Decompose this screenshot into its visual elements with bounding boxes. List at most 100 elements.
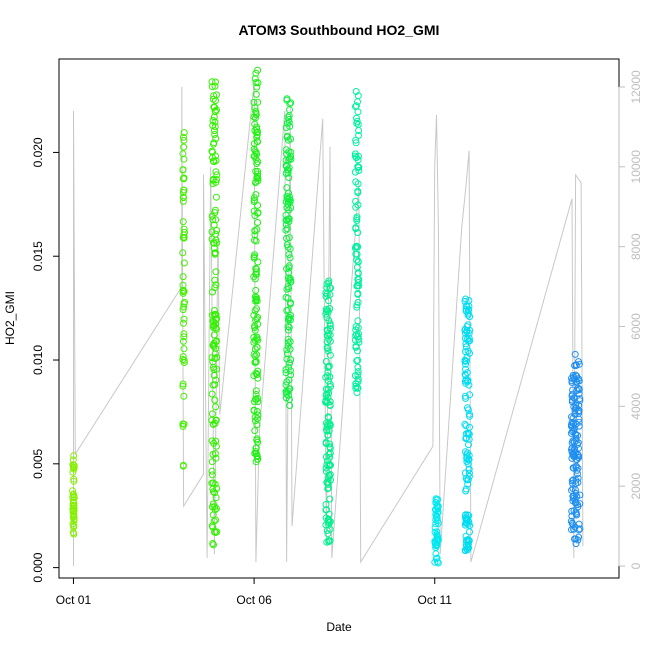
- data-point: [574, 501, 581, 509]
- data-point: [180, 155, 188, 163]
- data-point: [253, 421, 261, 429]
- data-point: [250, 407, 258, 415]
- data-point: [212, 437, 220, 445]
- data-point: [353, 114, 360, 122]
- data-point: [254, 98, 262, 106]
- data-point: [211, 276, 219, 284]
- data-point: [212, 320, 219, 327]
- data-point: [355, 167, 363, 174]
- data-point: [213, 315, 221, 322]
- data-point: [285, 385, 293, 393]
- data-point: [571, 453, 579, 460]
- data-point: [326, 537, 334, 545]
- data-point: [250, 350, 258, 358]
- data-point: [179, 133, 187, 141]
- data-point: [353, 213, 361, 221]
- data-point: [324, 530, 332, 538]
- data-point: [286, 254, 294, 262]
- data-point: [466, 410, 473, 418]
- data-point: [352, 323, 360, 331]
- data-point: [180, 319, 187, 327]
- data-point: [253, 305, 260, 313]
- data-point: [179, 382, 187, 390]
- data-point: [574, 453, 582, 461]
- data-point: [462, 348, 469, 356]
- data-point: [209, 341, 217, 349]
- data-point: [285, 251, 293, 258]
- data-point: [210, 139, 218, 147]
- data-point: [251, 127, 259, 134]
- data-point: [211, 82, 219, 90]
- data-point: [180, 330, 188, 338]
- data-point: [179, 193, 187, 201]
- data-point: [252, 444, 260, 452]
- data-point: [283, 346, 291, 354]
- data-point: [461, 371, 469, 378]
- data-point: [250, 207, 258, 215]
- x-tick-label: Oct 06: [236, 593, 272, 607]
- data-point: [286, 367, 294, 375]
- data-point: [70, 477, 78, 485]
- data-point: [213, 171, 221, 179]
- data-point: [465, 466, 473, 473]
- data-point: [569, 424, 577, 431]
- data-point: [575, 407, 583, 414]
- data-point: [465, 329, 473, 337]
- data-point: [209, 288, 216, 296]
- data-point: [254, 367, 262, 375]
- data-point: [253, 297, 261, 305]
- data-point: [208, 390, 216, 398]
- data-point: [322, 438, 330, 446]
- data-point: [69, 490, 77, 498]
- data-point: [462, 360, 469, 368]
- data-point: [574, 432, 582, 439]
- data-point: [212, 281, 220, 289]
- data-point: [283, 234, 290, 242]
- data-point: [209, 323, 217, 331]
- data-point: [179, 273, 187, 281]
- data-point: [324, 345, 332, 352]
- data-point: [253, 351, 261, 359]
- data-point: [253, 333, 261, 341]
- data-point: [574, 474, 582, 482]
- data-point: [464, 377, 472, 385]
- data-point: [252, 191, 260, 199]
- data-point: [354, 368, 362, 376]
- data-point: [434, 559, 442, 567]
- data-point: [210, 92, 218, 100]
- data-point: [208, 479, 216, 487]
- data-point: [285, 218, 293, 225]
- data-point: [354, 201, 362, 209]
- data-point: [287, 204, 295, 212]
- data-point: [464, 404, 471, 412]
- x-axis-label: Date: [326, 620, 352, 634]
- data-point: [575, 401, 583, 409]
- data-point: [464, 540, 472, 548]
- data-point: [572, 508, 580, 516]
- data-point: [571, 350, 579, 358]
- data-point: [462, 448, 469, 456]
- data-point: [70, 475, 78, 483]
- right-tick-label: 4000: [629, 393, 643, 420]
- data-point: [324, 372, 331, 380]
- data-point: [180, 225, 188, 233]
- data-point: [353, 242, 361, 250]
- data-point: [251, 104, 259, 112]
- data-point: [461, 356, 469, 364]
- data-point: [569, 495, 577, 502]
- data-point: [433, 558, 441, 566]
- data-point: [283, 225, 291, 233]
- data-point: [285, 396, 293, 403]
- data-point: [251, 449, 259, 457]
- data-point: [211, 396, 219, 404]
- x-tick-label: Oct 11: [418, 593, 453, 607]
- data-point: [211, 307, 218, 314]
- data-point: [352, 380, 360, 388]
- data-point: [210, 158, 218, 166]
- data-point: [251, 275, 259, 283]
- data-point: [180, 287, 188, 295]
- data-point: [571, 395, 578, 403]
- data-point: [212, 403, 220, 411]
- data-point: [463, 538, 470, 546]
- y-axis-label: HO2_GMI: [3, 291, 17, 345]
